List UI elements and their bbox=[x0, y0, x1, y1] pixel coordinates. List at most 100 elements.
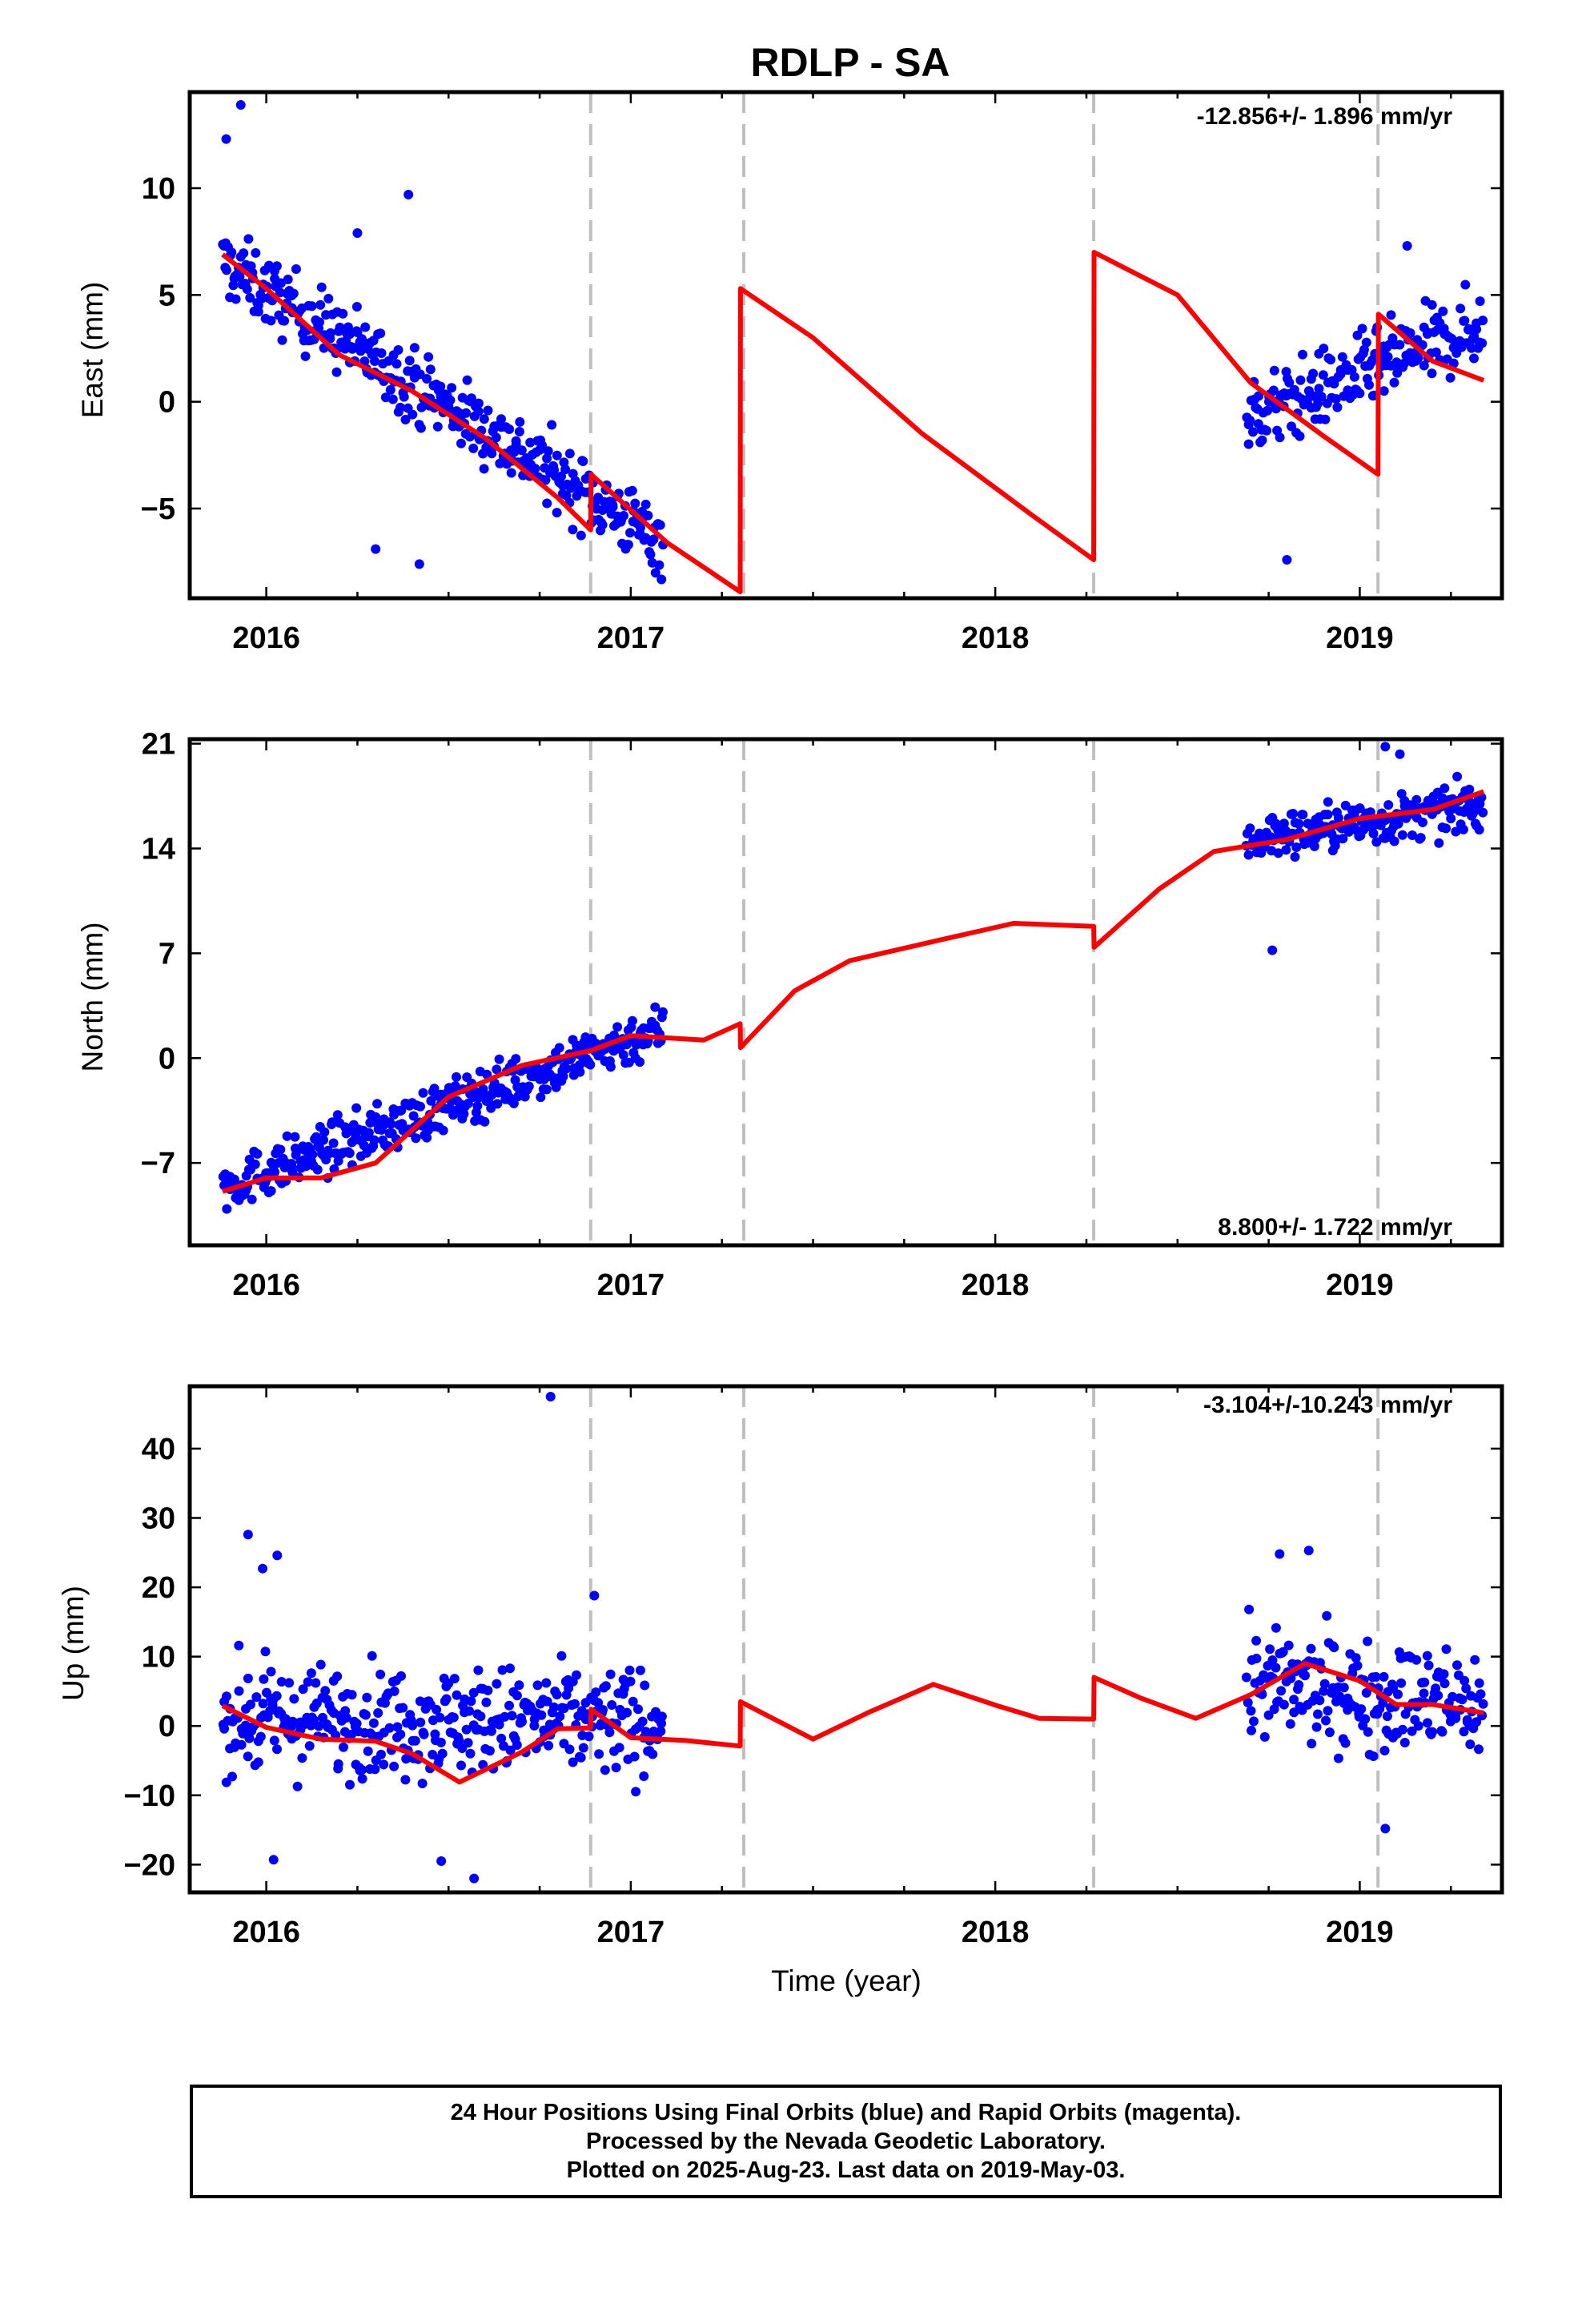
panel-up-point bbox=[1431, 1683, 1441, 1694]
panel-east-point bbox=[416, 423, 426, 433]
panel-east-point bbox=[655, 520, 665, 530]
panel-east-point bbox=[414, 559, 424, 569]
footer-line-2: Processed by the Nevada Geodetic Laborat… bbox=[586, 2129, 1106, 2154]
panel-east-point bbox=[576, 530, 586, 541]
panel-east-point bbox=[231, 294, 241, 304]
panel-north-point bbox=[1397, 830, 1407, 840]
panel-up-point bbox=[466, 1696, 476, 1707]
panel-east-point bbox=[556, 471, 566, 481]
panel-east-point bbox=[1254, 391, 1264, 401]
panel-east-point bbox=[1349, 372, 1359, 382]
panel-up-point bbox=[500, 1711, 510, 1722]
panel-up-point bbox=[452, 1690, 462, 1700]
panel-up-point bbox=[408, 1720, 418, 1731]
panel-up-point bbox=[1313, 1709, 1323, 1719]
panel-up-point bbox=[289, 1694, 299, 1704]
panel-east-point bbox=[316, 282, 327, 292]
panel-east-point bbox=[625, 528, 635, 538]
panel-east-model-line bbox=[221, 250, 1485, 594]
panel-up-point bbox=[1396, 1678, 1407, 1688]
panel-east-point bbox=[266, 316, 276, 326]
panel-up-point bbox=[243, 1530, 253, 1540]
panel-up-point bbox=[292, 1781, 303, 1791]
panel-north-point bbox=[1288, 809, 1298, 818]
panel-east-point bbox=[1257, 435, 1267, 445]
panel-east-point bbox=[1460, 279, 1471, 290]
panel-up-point bbox=[1360, 1714, 1371, 1724]
panel-up-point bbox=[258, 1699, 268, 1709]
panel-east-point bbox=[1326, 355, 1335, 365]
panel-east-point bbox=[525, 437, 536, 448]
panel-up-point bbox=[656, 1726, 666, 1736]
panel-east-point bbox=[360, 322, 371, 332]
panel-up-point bbox=[297, 1753, 307, 1763]
panel-up-point bbox=[1300, 1671, 1310, 1681]
panel-up-point bbox=[357, 1765, 367, 1775]
panel-up-point bbox=[298, 1684, 308, 1695]
panel-east-point bbox=[239, 248, 249, 259]
panel-east-point bbox=[511, 436, 521, 446]
panel-east-point bbox=[1386, 310, 1396, 320]
panel-up-point bbox=[486, 1726, 496, 1736]
panel-up-point bbox=[1267, 1655, 1278, 1665]
panel-east-point bbox=[1320, 414, 1331, 424]
panel-north-point bbox=[1380, 742, 1391, 752]
panel-up-point bbox=[1461, 1683, 1472, 1694]
panel-up-point bbox=[392, 1722, 403, 1732]
panel-up-point bbox=[1460, 1675, 1470, 1686]
panel-up-point bbox=[314, 1721, 324, 1731]
panel-up-point bbox=[1465, 1739, 1476, 1750]
panel-north-point bbox=[494, 1054, 504, 1064]
panel-east-point bbox=[1438, 306, 1448, 316]
panel-east-point bbox=[1243, 439, 1254, 449]
panel-east-point bbox=[227, 247, 237, 258]
panel-east-point bbox=[416, 402, 427, 412]
panel-up-point bbox=[227, 1771, 237, 1782]
panel-up-point bbox=[449, 1674, 460, 1684]
panel-up-point bbox=[544, 1740, 554, 1751]
panel-up-point bbox=[311, 1678, 321, 1688]
panel-east-point bbox=[1314, 384, 1324, 394]
panel-up-point bbox=[1457, 1695, 1468, 1705]
panel-up-point bbox=[360, 1710, 371, 1720]
panel-east-point bbox=[1262, 425, 1271, 436]
panel-north-point bbox=[1415, 833, 1426, 843]
panel-north-point bbox=[1383, 800, 1394, 810]
panel-up-point bbox=[1243, 1698, 1253, 1707]
panel-east-point bbox=[1295, 375, 1306, 385]
panel-east-point bbox=[1269, 365, 1279, 376]
panel-north-point bbox=[426, 1096, 436, 1106]
panel-north-point bbox=[618, 1050, 628, 1060]
panel-east-point bbox=[654, 560, 665, 570]
panel-east-point bbox=[1379, 386, 1389, 396]
panel-up-point bbox=[1319, 1679, 1330, 1689]
panel-up-ytick-label: 0 bbox=[159, 1710, 175, 1743]
panel-north-point bbox=[411, 1133, 421, 1144]
panel-north-point bbox=[1411, 794, 1422, 805]
panel-up-point bbox=[271, 1691, 282, 1701]
panel-up-point bbox=[496, 1733, 507, 1743]
panel-up-point bbox=[320, 1686, 331, 1696]
panel-east-point bbox=[1359, 344, 1369, 355]
panel-up-point bbox=[370, 1764, 380, 1775]
panel-east-point bbox=[235, 271, 245, 282]
panel-east-point bbox=[1427, 300, 1437, 310]
panel-east-point bbox=[355, 346, 366, 356]
panel-up-point bbox=[656, 1711, 667, 1722]
panel-up-point bbox=[1441, 1644, 1452, 1655]
panel-east-point bbox=[1271, 404, 1281, 414]
panel-up-point bbox=[1319, 1686, 1329, 1696]
panel-up-point bbox=[576, 1752, 586, 1763]
panel-east-point bbox=[235, 100, 246, 110]
panel-up-point bbox=[611, 1763, 621, 1773]
panel-up-point bbox=[268, 1855, 279, 1865]
panel-east-point bbox=[445, 395, 456, 405]
panel-east-point bbox=[468, 443, 479, 453]
panel-up-point bbox=[419, 1729, 429, 1739]
panel-up-point bbox=[246, 1699, 255, 1710]
footer-line-1: 24 Hour Positions Using Final Orbits (bl… bbox=[450, 2100, 1242, 2125]
panel-up-point bbox=[272, 1744, 282, 1755]
panel-east-point bbox=[516, 445, 527, 456]
panel-east-point bbox=[540, 475, 551, 485]
panel-east-point bbox=[1316, 392, 1327, 402]
